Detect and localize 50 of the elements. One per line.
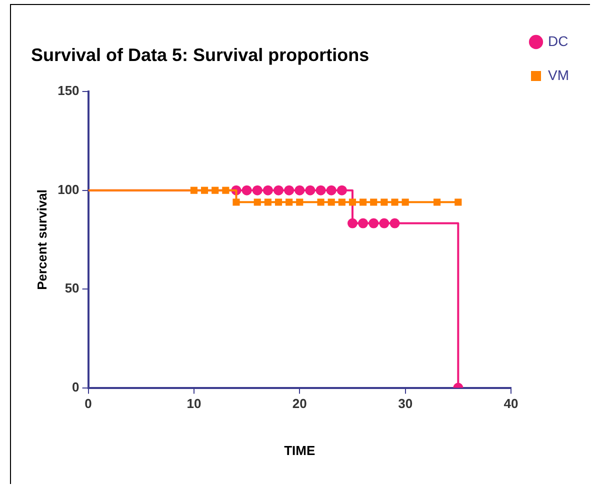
chart-title: Survival of Data 5: Survival proportions bbox=[31, 44, 370, 65]
x-tick-label: 0 bbox=[84, 396, 92, 412]
y-tick-label: 100 bbox=[58, 182, 80, 197]
point bbox=[358, 218, 368, 228]
point bbox=[347, 218, 358, 228]
point bbox=[254, 198, 261, 206]
x-axis-title: TIME bbox=[284, 442, 316, 458]
point bbox=[433, 198, 441, 206]
y-tick-label: 50 bbox=[64, 280, 80, 296]
point bbox=[338, 198, 346, 206]
point bbox=[232, 198, 240, 206]
point bbox=[402, 198, 409, 206]
x-tick-label: 20 bbox=[292, 396, 307, 412]
point bbox=[190, 186, 198, 194]
point bbox=[379, 218, 390, 228]
y-tick-label: 0 bbox=[72, 379, 80, 394]
point bbox=[326, 185, 336, 196]
point bbox=[370, 198, 378, 206]
point bbox=[274, 185, 284, 196]
x-tick-label: 40 bbox=[504, 396, 518, 412]
legend-label: VM bbox=[548, 66, 569, 83]
point bbox=[296, 198, 304, 206]
point bbox=[212, 186, 219, 194]
point bbox=[368, 218, 379, 228]
x-tick-label: 30 bbox=[398, 396, 413, 412]
point bbox=[274, 198, 282, 206]
point bbox=[454, 198, 462, 206]
legend-label: DC bbox=[548, 32, 568, 49]
y-axis-title: Percent survival bbox=[34, 189, 50, 290]
point bbox=[262, 185, 273, 196]
point bbox=[252, 185, 262, 196]
point bbox=[284, 185, 294, 196]
point bbox=[264, 198, 272, 206]
point bbox=[360, 198, 367, 206]
point bbox=[294, 185, 305, 196]
point bbox=[286, 198, 293, 206]
point bbox=[222, 186, 230, 194]
point bbox=[317, 198, 324, 206]
x-tick-label: 10 bbox=[186, 396, 202, 412]
point bbox=[391, 198, 398, 206]
point bbox=[336, 185, 347, 196]
point bbox=[348, 198, 356, 206]
y-tick-label: 150 bbox=[58, 83, 80, 98]
point bbox=[316, 185, 326, 196]
point bbox=[380, 198, 388, 206]
point bbox=[328, 198, 335, 206]
point bbox=[242, 185, 252, 196]
point bbox=[305, 185, 316, 196]
point bbox=[201, 186, 208, 194]
point bbox=[390, 218, 400, 228]
